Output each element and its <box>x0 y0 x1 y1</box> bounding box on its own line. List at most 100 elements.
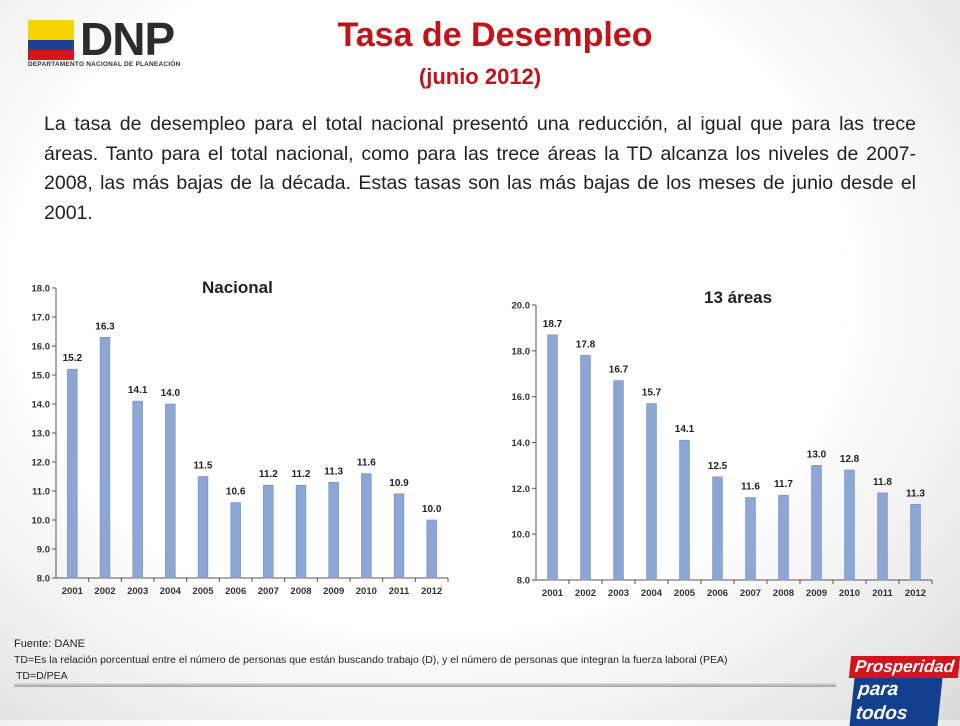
bar <box>646 403 657 581</box>
bar-value-label: 11.6 <box>357 458 376 469</box>
y-tick-label: 10.0 <box>32 516 51 527</box>
bar-value-label: 10.9 <box>389 478 409 489</box>
bar-value-label: 11.3 <box>906 488 925 499</box>
bar <box>613 380 624 581</box>
y-tick-label: 15.0 <box>32 371 51 382</box>
bar-value-label: 11.6 <box>741 482 760 493</box>
x-tick-label: 2009 <box>323 586 344 597</box>
bar <box>99 337 111 579</box>
bar <box>679 439 690 581</box>
prosperidad-badge: Prosperidad para todos <box>848 656 960 726</box>
bar-value-label: 13.0 <box>807 449 827 460</box>
x-tick-label: 2011 <box>389 586 410 597</box>
x-tick-label: 2008 <box>290 586 311 597</box>
x-tick-label: 2010 <box>356 586 377 597</box>
y-tick-label: 20.0 <box>512 301 531 312</box>
x-tick-label: 2006 <box>707 588 728 599</box>
bar <box>263 484 274 579</box>
y-tick-label: 8.0 <box>517 576 530 587</box>
y-tick-label: 14.0 <box>512 438 531 449</box>
x-tick-label: 2003 <box>127 586 148 597</box>
x-tick-label: 2002 <box>575 588 596 599</box>
x-tick-label: 2011 <box>872 588 893 599</box>
x-tick-label: 2004 <box>160 586 182 597</box>
bar <box>877 492 888 581</box>
bar <box>580 355 591 581</box>
footer-note-formula: TD=D/PEA <box>16 670 68 682</box>
bar <box>328 482 339 579</box>
x-tick-label: 2002 <box>94 586 115 597</box>
x-tick-label: 2012 <box>905 588 926 599</box>
bar-value-label: 11.3 <box>324 466 343 477</box>
y-tick-label: 11.0 <box>32 487 50 498</box>
y-tick-label: 18.0 <box>32 284 51 295</box>
footer-note-definition: TD=Es la relación porcentual entre el nú… <box>14 654 728 666</box>
bar-value-label: 18.7 <box>543 319 563 330</box>
bar-value-label: 11.5 <box>194 461 213 472</box>
bar <box>295 484 307 579</box>
x-tick-label: 2008 <box>773 588 794 599</box>
bar <box>197 476 209 579</box>
logo-name: DNP <box>80 13 175 65</box>
x-tick-label: 2012 <box>421 586 442 597</box>
bar-value-label: 15.7 <box>642 388 662 399</box>
x-tick-label: 2005 <box>674 588 696 599</box>
badge-line-1: Prosperidad <box>848 656 960 678</box>
x-tick-label: 2007 <box>740 588 761 599</box>
y-tick-label: 18.0 <box>512 346 531 357</box>
footer-divider <box>14 683 836 687</box>
bar-value-label: 11.8 <box>873 477 892 488</box>
bar <box>745 497 756 581</box>
x-tick-label: 2001 <box>542 588 564 599</box>
bar-value-label: 15.2 <box>63 353 83 364</box>
logo-subtitle: DEPARTAMENTO NACIONAL DE PLANEACIÓN <box>28 61 181 68</box>
summary-paragraph: La tasa de desempleo para el total nacio… <box>44 113 916 224</box>
bar <box>844 469 855 581</box>
bar <box>426 519 437 579</box>
bar-value-label: 11.7 <box>774 479 793 490</box>
y-tick-label: 12.0 <box>512 484 531 495</box>
x-tick-label: 2005 <box>192 586 214 597</box>
bar-chart-nacional: 8.0 9.0 10.0 11.0 12.0 13.0 14.0 15.0 16.0 17.0 18… <box>32 284 449 597</box>
bar-value-label: 12.8 <box>840 454 860 465</box>
x-tick-label: 2007 <box>258 586 279 597</box>
bar <box>910 504 921 581</box>
bar-value-label: 16.7 <box>609 365 629 376</box>
chart-title-13-areas: 13 áreas <box>704 288 773 307</box>
colombia-flag-icon <box>28 20 74 60</box>
bar <box>165 403 176 579</box>
x-tick-label: 2003 <box>608 588 629 599</box>
x-tick-label: 2010 <box>839 588 860 599</box>
bar-value-label: 17.8 <box>576 339 596 350</box>
bar-value-label: 14.1 <box>128 385 148 396</box>
bar <box>361 473 372 579</box>
y-tick-label: 9.0 <box>37 545 50 556</box>
x-tick-label: 2006 <box>225 586 246 597</box>
bar-value-label: 12.5 <box>708 461 728 472</box>
bar-value-label: 10.0 <box>422 504 442 515</box>
bar <box>230 502 241 579</box>
bar <box>393 493 405 579</box>
page-subtitle: (junio 2012) <box>418 64 542 89</box>
y-tick-label: 13.0 <box>32 429 51 440</box>
y-tick-label: 12.0 <box>32 458 51 469</box>
bar-value-label: 10.6 <box>226 487 246 498</box>
y-tick-label: 16.0 <box>32 342 51 353</box>
bar-value-label: 14.0 <box>161 388 181 399</box>
x-tick-label: 2004 <box>641 588 663 599</box>
bar <box>778 494 789 581</box>
y-tick-label: 16.0 <box>512 392 531 403</box>
bar-value-label: 16.3 <box>95 321 115 332</box>
y-tick-label: 14.0 <box>32 400 51 411</box>
footer-source: Fuente: DANE <box>14 638 85 650</box>
x-tick-label: 2009 <box>806 588 827 599</box>
bar-chart-13-areas: 8.0 10.0 12.0 14.0 16.0 18.0 20.0 18.7 2001 17.8 2… <box>512 301 933 599</box>
chart-title-nacional: Nacional <box>202 278 273 297</box>
bar <box>67 368 78 579</box>
page-title: Tasa de Desempleo <box>337 16 653 54</box>
bar <box>811 465 822 581</box>
bar-value-label: 14.1 <box>675 424 695 435</box>
bar <box>712 476 723 581</box>
dnp-logo: DNP DEPARTAMENTO NACIONAL DE PLANEACIÓN <box>28 13 198 72</box>
badge-line-2: para todos <box>849 678 943 726</box>
